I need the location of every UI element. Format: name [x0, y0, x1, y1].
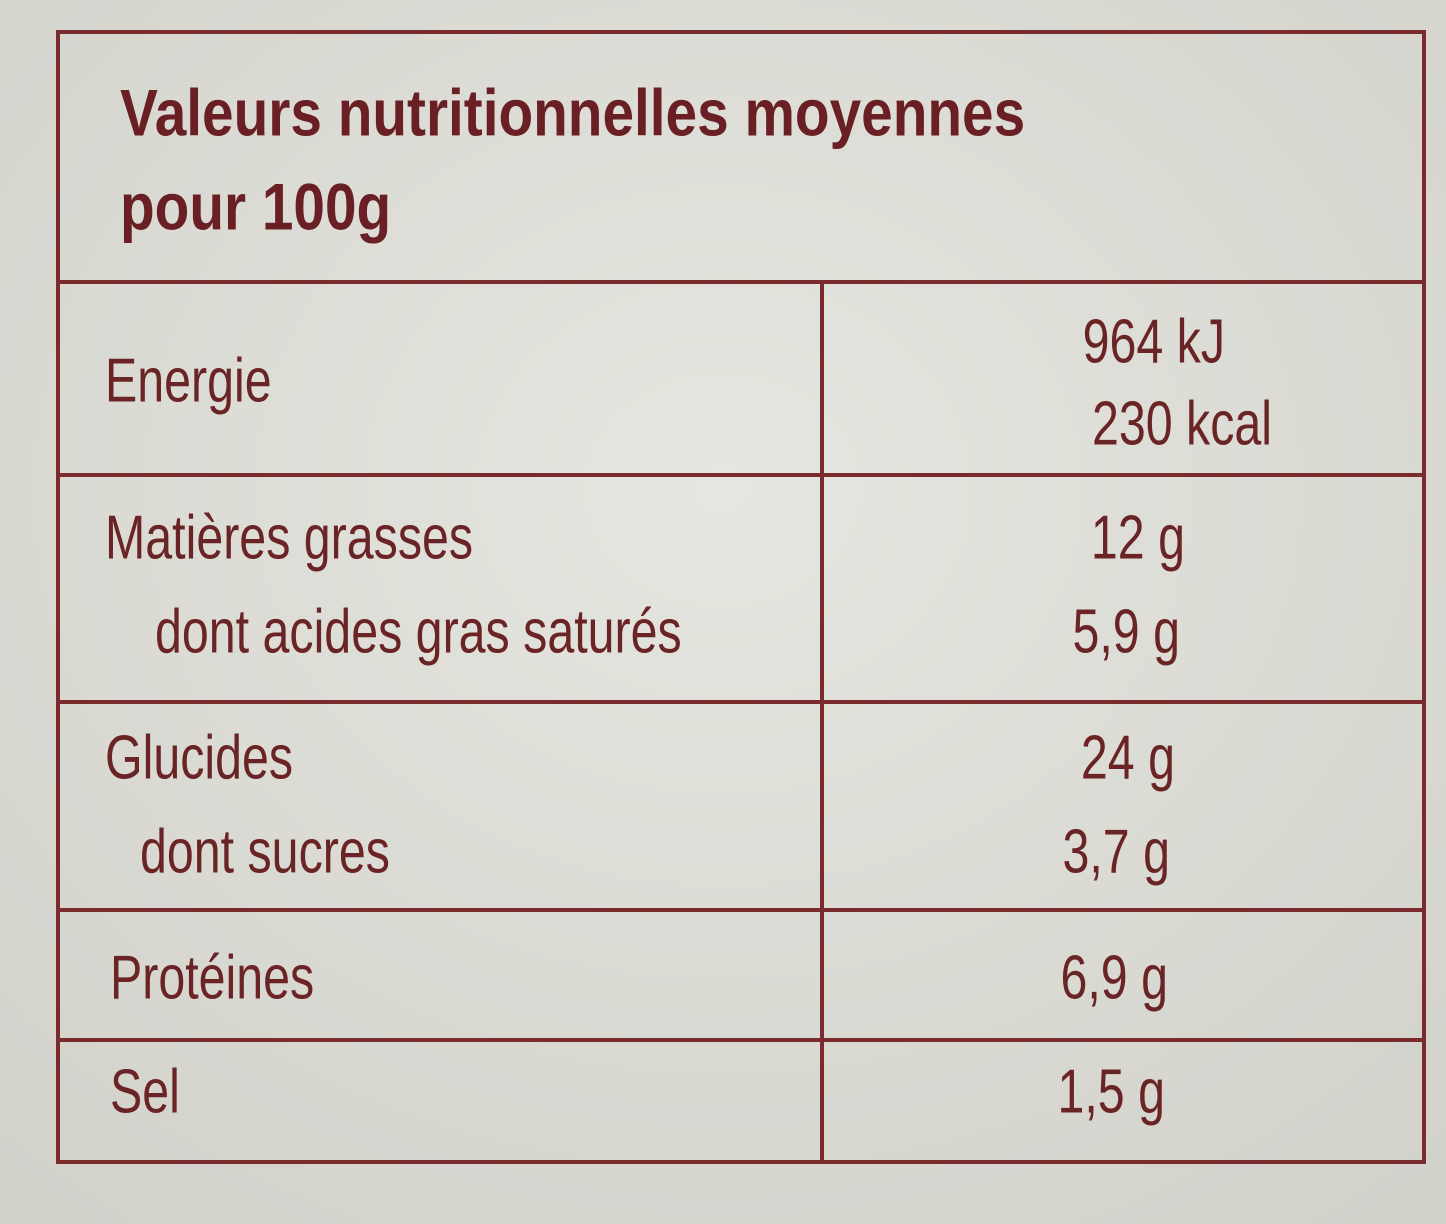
- row-label: dont acides gras saturés: [155, 597, 682, 666]
- row-value: 1,5 g: [1057, 1057, 1165, 1126]
- row-label: Sel: [110, 1057, 180, 1126]
- row-value: 24 g: [1081, 723, 1175, 792]
- row-label: dont sucres: [140, 817, 390, 886]
- table-frame: [56, 30, 1426, 1164]
- content: Valeurs nutritionnelles moyennes pour 100…: [105, 76, 1272, 1125]
- row-label: Glucides: [105, 723, 293, 792]
- title-line: Valeurs nutritionnelles moyennes: [120, 76, 1025, 150]
- row-value: 5,9 g: [1072, 597, 1180, 666]
- row-value: 230 kcal: [1092, 389, 1272, 458]
- row-value: 3,7 g: [1062, 817, 1170, 886]
- row-label: Protéines: [110, 943, 314, 1012]
- row-label: Matières grasses: [105, 503, 473, 572]
- row-label: Energie: [105, 346, 272, 415]
- row-value: 964 kJ: [1083, 307, 1225, 376]
- title-line: pour 100g: [120, 170, 391, 244]
- row-value: 6,9 g: [1060, 943, 1168, 1012]
- row-value: 12 g: [1091, 503, 1185, 572]
